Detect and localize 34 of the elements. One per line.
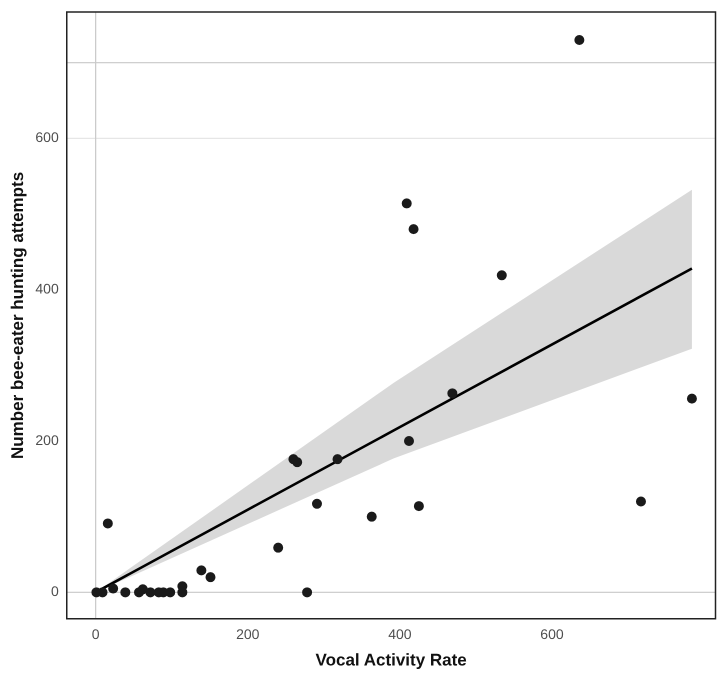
point: [447, 388, 458, 398]
x-axis-title: Vocal Activity Rate: [316, 650, 467, 670]
y-tick-label: 0: [50, 583, 59, 600]
point: [165, 587, 176, 598]
y-axis-title: Number bee-eater hunting attempts: [8, 172, 27, 459]
x-tick-label: 400: [388, 626, 412, 642]
point: [196, 565, 206, 576]
point: [686, 394, 697, 404]
point: [138, 584, 148, 594]
point: [574, 34, 584, 45]
point: [402, 198, 412, 208]
x-tick-label: 600: [540, 626, 564, 642]
point: [145, 587, 156, 598]
point: [206, 572, 216, 582]
point: [102, 518, 113, 528]
x-tick-label: 0: [92, 626, 100, 642]
point: [302, 587, 312, 598]
y-tick-label: 200: [35, 432, 59, 448]
point: [408, 224, 419, 234]
point: [108, 584, 118, 594]
y-tick-label: 400: [35, 280, 59, 297]
point: [366, 512, 377, 522]
y-tick-label: 600: [35, 129, 59, 146]
point: [98, 587, 108, 598]
x-tick-label: 200: [236, 626, 260, 642]
point: [292, 457, 302, 468]
point: [496, 270, 507, 280]
point: [332, 454, 343, 464]
point: [273, 542, 284, 553]
point: [404, 436, 414, 446]
point: [120, 587, 130, 598]
point: [414, 501, 424, 512]
point: [636, 496, 646, 507]
point: [312, 498, 322, 509]
